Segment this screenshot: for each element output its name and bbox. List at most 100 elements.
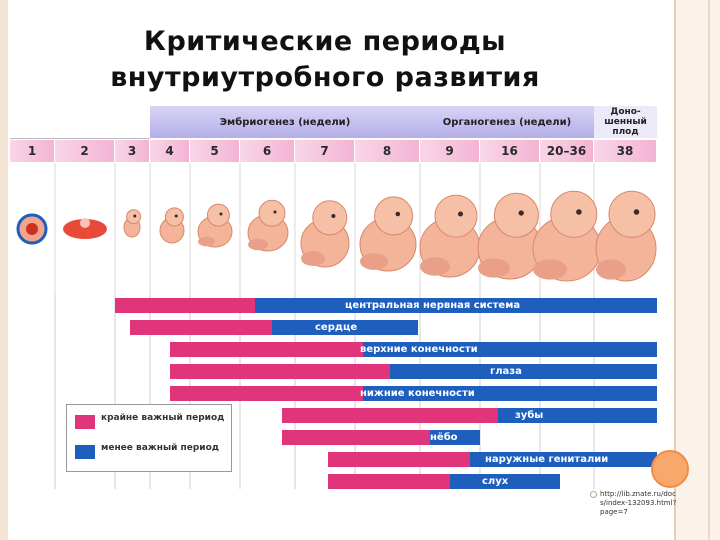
organ-label: слух [482,476,509,487]
organ-label: центральная нервная система [345,300,521,311]
week-label: 3 [115,140,150,162]
organ-label: глаза [490,366,522,377]
source-link[interactable]: http://lib.znate.ru/docs/index-132093.ht… [600,490,677,516]
embryo-figure [359,196,417,272]
critical-period-bar [115,298,255,313]
embryo-head [258,199,286,227]
bullet-icon [590,491,597,498]
critical-period-bar [282,430,430,445]
week-label: 16 [480,140,540,162]
less-critical-period-bar [450,474,560,489]
less-critical-period-bar [255,298,657,313]
legend-less-swatch [75,445,95,459]
critical-period-bar [328,452,470,467]
critical-period-bar [170,342,363,357]
embryo-eye [219,212,223,216]
slide-left-border [0,0,8,540]
embryo-eye [518,210,524,216]
week-label: 8 [355,140,420,162]
organ-label: сердце [315,322,358,333]
embryo-limb [420,257,450,276]
less-critical-period-bar [272,320,418,335]
decorative-circle [651,450,689,488]
embryo-head [164,207,184,227]
week-label: 1 [10,140,55,162]
legend: крайне важный период менее важный период [66,404,232,472]
embryo-eye [457,211,464,217]
legend-less-label: менее важный период [101,443,220,453]
organ-label: нёбо [430,432,458,443]
embryo-head [374,196,414,236]
embryo-figure [159,207,185,244]
embryo-eye [633,209,640,215]
header-organogenesis: Органогенез (недели) [420,106,594,138]
zygote-core [26,223,38,235]
embryo-limb [360,253,388,270]
less-critical-period-bar [390,364,657,379]
embryo-figure [595,190,657,282]
embryo-limb [533,259,567,280]
embryo-figure [123,209,142,238]
embryo-figure [477,192,543,280]
organ-label: наружные гениталии [485,454,609,465]
embryo-eye [174,214,178,218]
less-critical-period-bar [498,408,657,423]
week-label: 9 [420,140,480,162]
embryo-head [608,190,656,238]
title-line-1: Критические периоды [143,26,507,57]
embryo-head [206,203,230,227]
embryo-head [312,200,348,236]
embryo-eye [395,211,401,217]
blastocyst-core [80,218,90,228]
embryo-figure [300,200,350,268]
header-term-line-3: плод [612,127,639,137]
header-term-fetus: Доно- шенный плод [594,106,657,138]
embryo-figure [532,190,602,282]
header-term-line-1: Доно- [610,107,641,117]
header-term-line-2: шенный [604,117,647,127]
embryo-limb [248,238,268,251]
week-label: 6 [240,140,295,162]
development-chart: Эмбриогенез (недели) Органогенез (недели… [10,106,657,489]
header-blank [10,106,150,139]
header-embryogenesis: Эмбриогенез (недели) [150,106,420,138]
title-line-2: внутриутробного развития [110,62,540,93]
week-label: 7 [295,140,355,162]
embryo-head [550,190,598,238]
slide-right-stripe [708,0,710,540]
embryo-eye [273,210,277,214]
less-critical-period-bar [363,386,657,401]
embryo-limb [478,258,510,278]
critical-period-bar [170,364,390,379]
week-label: 20–36 [540,140,594,162]
embryo-figure [419,194,481,278]
embryo-illustrations [16,163,657,293]
embryo-head [493,192,539,238]
week-label: 4 [150,140,190,162]
embryo-limb [301,251,325,266]
organ-label: верхние конечности [360,344,478,355]
less-critical-period-bar [470,452,657,467]
slide-title: Критические периоды внутриутробного разв… [20,24,630,96]
embryo-limb [198,236,215,247]
critical-period-bar [282,408,498,423]
embryo-eye [331,213,336,219]
critical-period-bar [170,386,363,401]
critical-period-bar [130,320,272,335]
embryo-eye [133,214,137,218]
less-critical-period-bar [430,430,480,445]
week-label: 2 [55,140,115,162]
embryo-figure [247,199,289,252]
less-critical-period-bar [363,342,657,357]
blastocyst-shape [63,219,107,239]
organ-label: нижние конечности [360,388,475,399]
organ-label: зубы [515,410,544,421]
slide-right-border [674,0,720,540]
source-caption: http://lib.znate.ru/docs/index-132093.ht… [590,490,680,517]
embryo-figure [197,203,233,248]
embryo-eye [576,209,582,215]
week-label: 38 [594,140,657,162]
legend-critical-label: крайне важный период [101,413,225,423]
embryo-head [434,194,478,238]
week-label: 5 [190,140,240,162]
